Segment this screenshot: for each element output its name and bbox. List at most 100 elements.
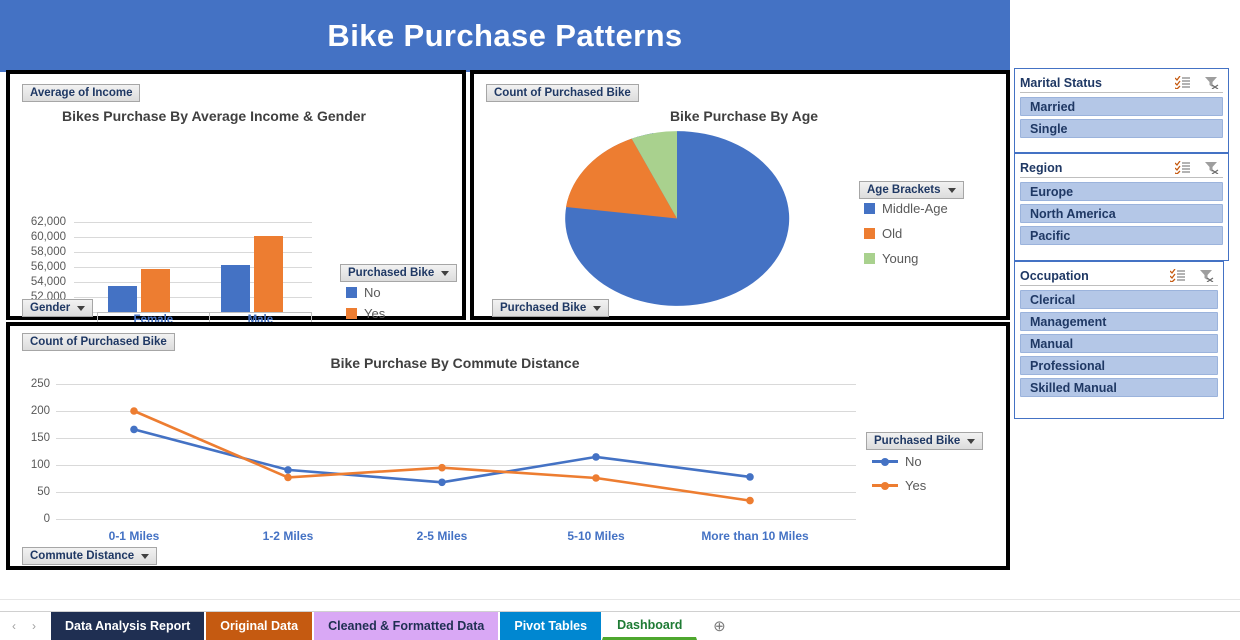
chart-title-age: Bike Purchase By Age: [669, 108, 819, 124]
legend-field-button-purchased-bike-commute[interactable]: Purchased Bike: [866, 432, 984, 450]
chevron-down-icon: [141, 553, 150, 559]
legend-item-no-commute: No: [872, 454, 922, 469]
slicer-item-married[interactable]: Married: [1020, 97, 1223, 116]
page-title: Bike Purchase Patterns: [327, 18, 683, 53]
slicer-item-single[interactable]: Single: [1020, 119, 1223, 138]
legend-item-no-income: No: [346, 285, 381, 300]
legend-swatch-middle-age: [864, 203, 875, 214]
gridline: [56, 384, 856, 385]
slicer-item-manual[interactable]: Manual: [1020, 334, 1218, 353]
axis-field-button-commute-distance[interactable]: Commute Distance: [22, 547, 158, 565]
chevron-down-icon: [77, 305, 86, 311]
value-field-button-count-purchased-bike-age[interactable]: Count of Purchased Bike: [486, 84, 639, 102]
slicer-item-pacific[interactable]: Pacific: [1020, 226, 1223, 245]
sheet-tab-pivot-tables[interactable]: Pivot Tables: [499, 612, 603, 640]
sheet-tab-original-data[interactable]: Original Data: [205, 612, 314, 640]
slicer-item-management[interactable]: Management: [1020, 312, 1218, 331]
sheet-nav-arrows[interactable]: ‹ ›: [0, 612, 50, 640]
multi-select-icon[interactable]: [1175, 161, 1190, 174]
line-series-svg: [130, 407, 754, 505]
x-tick-commute-2: 2-5 Miles: [416, 529, 468, 543]
legend-field-button-age-brackets[interactable]: Age Brackets: [859, 181, 964, 199]
y-tick-commute-100: 100: [30, 459, 50, 471]
slicer-marital-status[interactable]: Marital Status Married Single: [1014, 68, 1229, 153]
y-tick-commute-250: 250: [30, 378, 50, 390]
bar-male-no: [221, 265, 250, 312]
slicer-item-europe[interactable]: Europe: [1020, 182, 1223, 201]
chart-panel-income: Average of Income Bikes Purchase By Aver…: [6, 70, 466, 358]
clear-filter-icon[interactable]: [1204, 161, 1219, 174]
clear-filter-icon[interactable]: [1204, 76, 1219, 89]
gridline: [74, 222, 312, 223]
bar-female-no: [108, 286, 137, 312]
sheet-tab-data-analysis-report[interactable]: Data Analysis Report: [50, 612, 206, 640]
slicer-header: Region: [1020, 158, 1223, 178]
slicer-title-occupation: Occupation: [1020, 268, 1089, 283]
gridline: [74, 282, 312, 283]
legend-item-yes-income: Yes: [346, 306, 385, 321]
slicer-title-marital-status: Marital Status: [1020, 75, 1102, 90]
clear-filter-icon[interactable]: [1199, 269, 1214, 282]
y-tick-income-3: 56,000: [30, 261, 66, 273]
legend-swatch-young: [864, 253, 875, 264]
x-tick-commute-0: 0-1 Miles: [108, 529, 160, 543]
multi-select-icon[interactable]: [1170, 269, 1185, 282]
y-tick-commute-0: 0: [43, 513, 50, 525]
chevron-down-icon: [441, 270, 450, 276]
x-tick-commute-1: 1-2 Miles: [262, 529, 314, 543]
gridline: [74, 237, 312, 238]
legend-swatch-yes: [346, 308, 357, 319]
y-tick-income-6: 62,000: [30, 216, 66, 228]
pie-slice-old: [566, 138, 677, 219]
slicer-item-professional[interactable]: Professional: [1020, 356, 1218, 375]
legend-swatch-old: [864, 228, 875, 239]
legend-line-yes: [872, 481, 898, 490]
chart-panel-age: Count of Purchased Bike Bike Purchase By…: [470, 70, 1010, 320]
horizontal-scrollbar-area[interactable]: [0, 599, 1240, 612]
gridline: [56, 519, 856, 520]
line-series-yes: [133, 409, 751, 502]
add-sheet-icon[interactable]: ⊕: [713, 618, 726, 635]
y-tick-income-2: 54,000: [30, 276, 66, 288]
chevron-down-icon: [593, 305, 602, 311]
axis-field-button-gender[interactable]: Gender: [22, 299, 94, 317]
sheet-tab-cleaned-formatted-data[interactable]: Cleaned & Formatted Data: [313, 612, 500, 640]
value-field-button-average-income[interactable]: Average of Income: [22, 84, 141, 102]
sheet-nav-next-icon[interactable]: ›: [32, 619, 36, 633]
gridline: [56, 411, 856, 412]
legend-item-yes-commute: Yes: [872, 478, 926, 493]
chevron-down-icon: [947, 187, 956, 193]
gridline: [74, 297, 312, 298]
multi-select-icon[interactable]: [1175, 76, 1190, 89]
value-field-button-count-purchased-bike-commute[interactable]: Count of Purchased Bike: [22, 333, 175, 351]
slicer-header: Occupation: [1020, 266, 1218, 286]
legend-item-young: Young: [864, 251, 918, 266]
slicer-item-skilled-manual[interactable]: Skilled Manual: [1020, 378, 1218, 397]
gridline: [56, 492, 856, 493]
pie-chart-age: [565, 131, 790, 306]
markers-no: [130, 425, 754, 487]
sheet-tab-bar: ‹ › Data Analysis Report Original Data C…: [0, 611, 1240, 640]
legend-item-middle-age: Middle-Age: [864, 201, 948, 216]
sheet-nav-prev-icon[interactable]: ‹: [12, 619, 16, 633]
chevron-down-icon: [967, 438, 976, 444]
chart-title-commute: Bike Purchase By Commute Distance: [330, 355, 580, 371]
bar-female-yes: [141, 269, 170, 312]
y-tick-commute-50: 50: [37, 486, 50, 498]
axis-field-button-purchased-bike-age[interactable]: Purchased Bike: [492, 299, 610, 317]
slicer-occupation[interactable]: Occupation Clerical Management Manual Pr…: [1014, 261, 1224, 419]
slicer-region[interactable]: Region Europe North America Pacific: [1014, 153, 1229, 261]
sheet-tab-dashboard[interactable]: Dashboard: [602, 612, 698, 640]
x-tick-commute-3: 5-10 Miles: [567, 529, 625, 543]
legend-field-button-purchased-bike-income[interactable]: Purchased Bike: [340, 264, 458, 282]
y-tick-income-5: 60,000: [30, 231, 66, 243]
gridline: [74, 252, 312, 253]
slicer-item-clerical[interactable]: Clerical: [1020, 290, 1218, 309]
pie-slice-young: [631, 131, 677, 219]
slicer-title-region: Region: [1020, 160, 1063, 175]
slicer-item-north-america[interactable]: North America: [1020, 204, 1223, 223]
y-tick-commute-150: 150: [30, 432, 50, 444]
x-tick-commute-4: More than 10 Miles: [701, 529, 809, 543]
y-tick-commute-200: 200: [30, 405, 50, 417]
markers-yes: [130, 407, 754, 505]
